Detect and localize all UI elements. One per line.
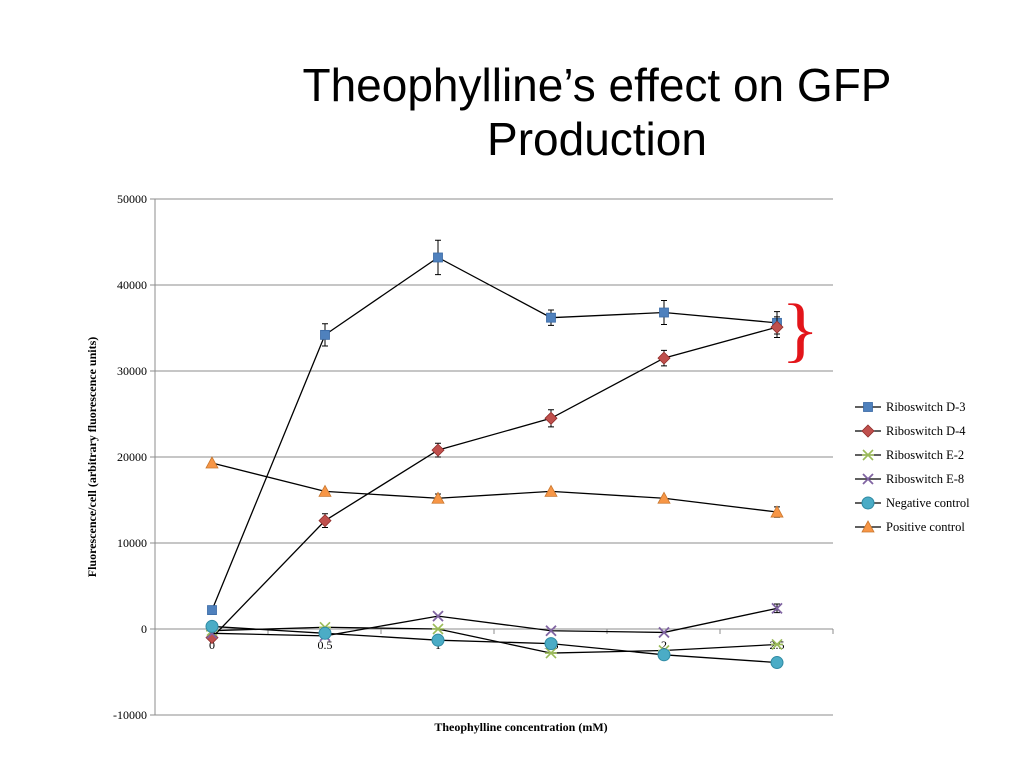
series-riboswitch-e-2 xyxy=(206,621,783,659)
legend-marker xyxy=(861,424,875,438)
data-point xyxy=(433,252,443,263)
y-tick-label: 30000 xyxy=(117,364,147,378)
legend-label: Riboswitch D-3 xyxy=(886,400,966,414)
legend-marker xyxy=(863,402,873,412)
legend-label: Negative control xyxy=(886,496,970,510)
data-point xyxy=(544,484,558,497)
legend-label: Positive control xyxy=(886,520,965,534)
legend-label: Riboswitch E-8 xyxy=(886,472,964,486)
data-point xyxy=(432,610,444,622)
x-axis-title: Theophylline concentration (mM) xyxy=(434,720,607,734)
x-tick-label: 2 xyxy=(661,638,667,652)
legend-item: Negative control xyxy=(855,496,970,510)
data-point xyxy=(546,312,556,323)
slide-title: Theophylline’s effect on GFP Production xyxy=(150,58,1024,166)
legend: Riboswitch D-3 Riboswitch D-4 Riboswitch E… xyxy=(855,400,970,534)
data-point xyxy=(432,623,444,635)
series-riboswitch-e-8 xyxy=(206,602,783,642)
legend-item: Riboswitch E-2 xyxy=(855,448,964,462)
data-point xyxy=(318,626,332,640)
series-line xyxy=(211,256,778,611)
series-negative-control xyxy=(205,619,784,670)
series-line xyxy=(211,462,778,513)
data-point xyxy=(657,648,671,662)
y-axis-title: Fluorescence/cell (arbitrary fluorescenc… xyxy=(85,337,99,578)
brace-annotation: } xyxy=(781,290,819,369)
y-tick-label: 20000 xyxy=(117,450,147,464)
data-point xyxy=(657,351,671,365)
series-line xyxy=(211,326,778,639)
series-riboswitch-d-3 xyxy=(207,239,782,615)
slide-title-line-1: Theophylline’s effect on GFP xyxy=(302,59,892,111)
data-point xyxy=(431,491,445,504)
data-point xyxy=(658,626,670,639)
legend-marker xyxy=(861,496,875,510)
data-point xyxy=(205,456,219,469)
data-point xyxy=(318,484,332,497)
data-point xyxy=(657,491,671,504)
data-point xyxy=(320,329,330,340)
series-positive-control xyxy=(205,456,784,518)
data-point xyxy=(770,320,784,334)
slide-title-line-2: Production xyxy=(487,113,707,165)
legend-item: Riboswitch D-4 xyxy=(855,424,966,438)
series-line xyxy=(211,626,778,654)
y-tick-label: -10000 xyxy=(113,708,147,722)
data-point xyxy=(544,637,558,651)
legend-label: Riboswitch D-4 xyxy=(886,424,966,438)
data-point xyxy=(771,638,783,651)
data-point xyxy=(318,514,332,528)
data-point xyxy=(659,307,669,318)
series-line xyxy=(211,607,778,637)
x-tick-label: 0 xyxy=(209,638,215,652)
legend-marker xyxy=(862,449,874,461)
data-point xyxy=(770,505,784,518)
data-point xyxy=(771,602,783,614)
legend-item: Positive control xyxy=(855,520,965,534)
data-point xyxy=(545,647,557,659)
legend-marker xyxy=(861,520,875,533)
data-point xyxy=(431,443,445,457)
data-point xyxy=(207,605,217,615)
data-point xyxy=(431,633,445,647)
y-tick-label: 0 xyxy=(141,622,147,636)
x-tick-label: 0.5 xyxy=(318,638,333,652)
data-point xyxy=(544,411,558,425)
legend-label: Riboswitch E-2 xyxy=(886,448,964,462)
data-point xyxy=(545,625,557,637)
legend-item: Riboswitch E-8 xyxy=(855,472,964,486)
legend-marker xyxy=(862,473,874,485)
y-tick-label: 40000 xyxy=(117,278,147,292)
data-point xyxy=(770,656,784,670)
series-line xyxy=(211,625,778,664)
series-riboswitch-d-4 xyxy=(205,316,784,645)
y-tick-label: 10000 xyxy=(117,536,147,550)
y-tick-label: 50000 xyxy=(117,192,147,206)
legend-item: Riboswitch D-3 xyxy=(855,400,966,414)
data-point xyxy=(205,619,219,633)
